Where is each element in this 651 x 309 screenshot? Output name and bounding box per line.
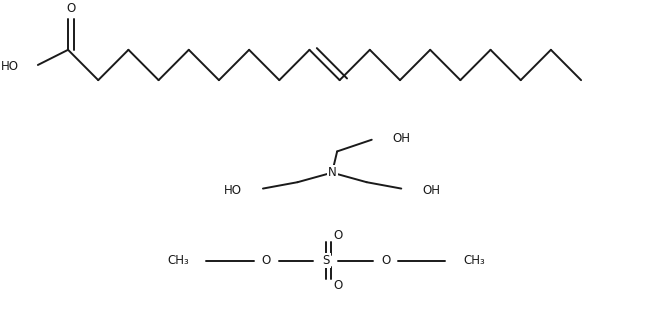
Text: O: O (66, 2, 76, 15)
Text: CH₃: CH₃ (167, 254, 189, 267)
Text: HO: HO (224, 184, 242, 197)
Text: S: S (322, 254, 329, 267)
Text: O: O (334, 229, 343, 242)
Text: O: O (334, 279, 343, 292)
Text: OH: OH (393, 132, 411, 145)
Text: N: N (327, 166, 337, 179)
Text: HO: HO (1, 60, 19, 73)
Text: O: O (381, 254, 390, 267)
Text: OH: OH (422, 184, 440, 197)
Text: CH₃: CH₃ (463, 254, 484, 267)
Text: O: O (262, 254, 271, 267)
